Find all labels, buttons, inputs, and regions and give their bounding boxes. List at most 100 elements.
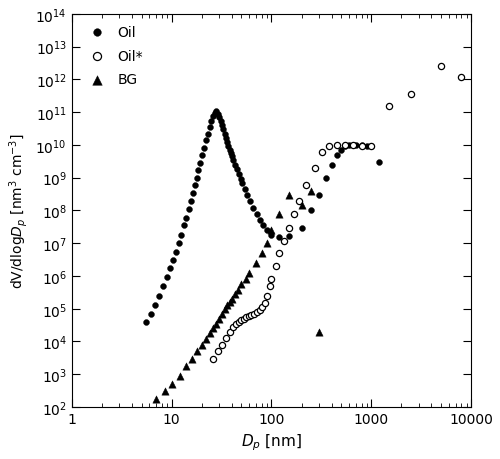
Oil — [159, 282, 167, 290]
Oil — [175, 240, 183, 247]
BG — [152, 396, 160, 403]
Oil — [234, 171, 242, 178]
Oil — [224, 143, 232, 151]
Oil — [142, 319, 150, 326]
Oil — [202, 137, 210, 145]
Oil — [345, 142, 353, 149]
BG — [231, 291, 239, 298]
Oil — [216, 114, 224, 122]
BG — [193, 348, 201, 355]
Oil — [188, 190, 196, 197]
Oil* — [248, 312, 256, 319]
Oil — [196, 160, 204, 167]
BG — [238, 281, 246, 289]
Oil — [192, 174, 200, 182]
Oil* — [252, 308, 260, 316]
BG — [263, 240, 271, 247]
Oil — [337, 147, 345, 154]
Oil* — [368, 143, 376, 151]
Oil* — [209, 355, 217, 363]
Oil* — [326, 143, 334, 150]
BG — [246, 270, 254, 277]
Oil* — [256, 307, 264, 314]
Oil — [182, 214, 190, 222]
Oil — [243, 192, 251, 199]
BG — [182, 363, 190, 370]
Oil — [368, 143, 376, 151]
Oil — [169, 257, 177, 264]
BG — [209, 325, 217, 332]
Oil — [263, 227, 271, 234]
BG — [315, 328, 323, 336]
BG — [258, 250, 266, 257]
Oil — [206, 124, 214, 131]
Oil — [190, 182, 198, 189]
Oil* — [285, 224, 293, 232]
BG — [176, 372, 184, 380]
Oil — [226, 151, 234, 158]
Oil — [184, 206, 192, 213]
Oil* — [250, 310, 258, 318]
BG — [226, 299, 234, 306]
Oil — [226, 147, 234, 154]
Oil — [147, 310, 155, 318]
Oil — [220, 126, 228, 134]
Oil* — [296, 197, 304, 205]
BG — [252, 260, 260, 267]
Oil* — [238, 317, 246, 324]
Oil — [220, 131, 228, 138]
BG — [216, 315, 224, 323]
Oil* — [229, 324, 237, 331]
Oil* — [302, 182, 310, 189]
Oil* — [222, 334, 230, 341]
Oil — [256, 217, 264, 224]
Oil* — [358, 143, 366, 150]
Oil* — [407, 91, 415, 99]
Oil — [194, 167, 202, 174]
Oil — [342, 143, 349, 151]
Oil — [276, 234, 283, 241]
BG — [220, 305, 228, 313]
Oil* — [342, 142, 349, 149]
BG — [202, 336, 210, 343]
Oil* — [276, 250, 283, 257]
Oil* — [332, 142, 340, 149]
BG — [285, 192, 293, 199]
Oil — [231, 162, 239, 169]
Oil — [223, 139, 231, 146]
Oil* — [266, 282, 274, 290]
Oil* — [240, 315, 248, 323]
BG — [242, 276, 250, 283]
Oil — [212, 108, 220, 116]
BG — [218, 310, 226, 318]
Oil* — [385, 103, 393, 111]
Oil — [214, 111, 222, 118]
Oil* — [437, 63, 445, 71]
BG — [228, 296, 235, 303]
Oil — [230, 157, 237, 164]
BG — [212, 320, 220, 328]
Oil — [375, 159, 383, 166]
Oil — [332, 151, 340, 159]
Oil — [328, 162, 336, 169]
Y-axis label: dV/dlog$D_p$ [nm$^3$ cm$^{-3}$]: dV/dlog$D_p$ [nm$^3$ cm$^{-3}$] — [7, 133, 30, 289]
Oil* — [318, 149, 326, 157]
Oil — [210, 110, 218, 117]
Oil — [285, 233, 293, 241]
Oil — [180, 222, 188, 230]
Oil — [172, 248, 180, 256]
BG — [298, 202, 306, 209]
Oil — [216, 118, 224, 125]
Oil — [246, 197, 254, 205]
BG — [168, 381, 175, 388]
Oil* — [280, 237, 288, 245]
Oil — [198, 151, 205, 159]
Oil — [228, 153, 235, 161]
Oil — [358, 142, 366, 149]
Oil — [322, 174, 330, 182]
Oil* — [261, 300, 269, 307]
Oil* — [244, 313, 252, 320]
Oil* — [348, 142, 356, 149]
BG — [276, 210, 283, 218]
Oil* — [218, 341, 226, 348]
